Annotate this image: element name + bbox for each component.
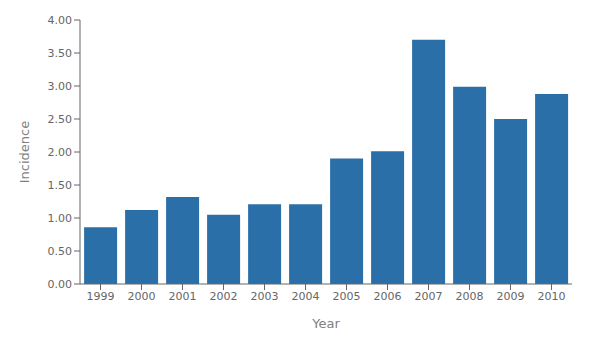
svg-text:0.50: 0.50 — [48, 245, 73, 258]
svg-text:2.50: 2.50 — [48, 113, 73, 126]
svg-text:2005: 2005 — [333, 290, 361, 303]
svg-text:1999: 1999 — [87, 290, 115, 303]
svg-text:2008: 2008 — [456, 290, 484, 303]
svg-text:2010: 2010 — [538, 290, 566, 303]
svg-text:2001: 2001 — [169, 290, 197, 303]
svg-text:2.00: 2.00 — [48, 146, 73, 159]
svg-text:2003: 2003 — [251, 290, 279, 303]
svg-text:3.50: 3.50 — [48, 47, 73, 60]
svg-text:3.00: 3.00 — [48, 80, 73, 93]
svg-text:1.50: 1.50 — [48, 179, 73, 192]
svg-text:2004: 2004 — [292, 290, 320, 303]
svg-text:Incidence: Incidence — [17, 121, 32, 183]
svg-text:1.00: 1.00 — [48, 212, 73, 225]
svg-text:2006: 2006 — [374, 290, 402, 303]
svg-text:2000: 2000 — [128, 290, 156, 303]
svg-text:Year: Year — [311, 316, 340, 331]
svg-text:0.00: 0.00 — [48, 278, 73, 291]
svg-text:2007: 2007 — [415, 290, 443, 303]
svg-text:2002: 2002 — [210, 290, 238, 303]
svg-text:4.00: 4.00 — [48, 14, 73, 27]
svg-text:2009: 2009 — [497, 290, 525, 303]
